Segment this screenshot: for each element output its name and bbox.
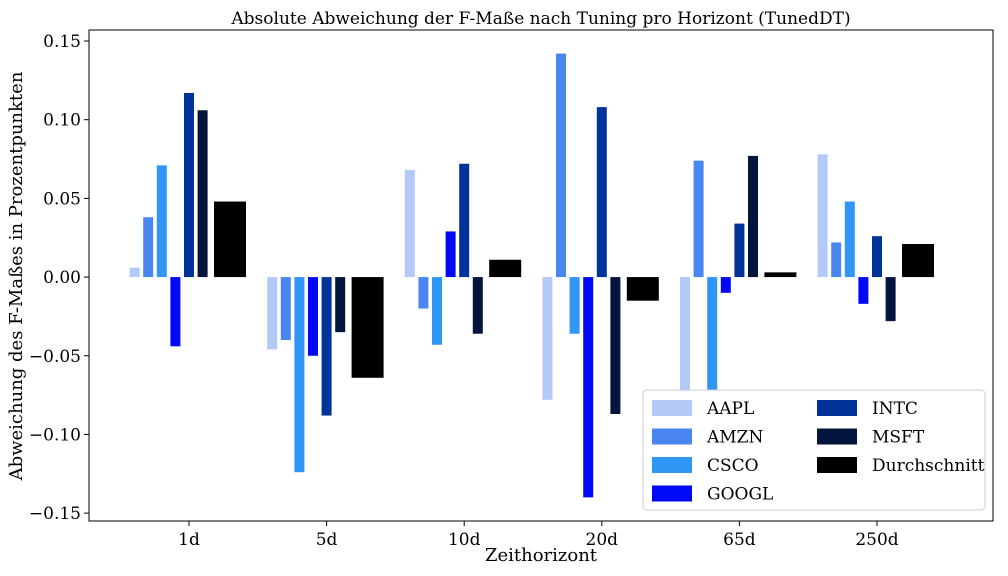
bar-csco-20d bbox=[569, 277, 580, 334]
y-axis-label: Abweichung des F-Maßes in Prozentpunkten bbox=[6, 71, 27, 481]
bar-googl-250d bbox=[858, 277, 869, 304]
legend-swatch-googl bbox=[652, 485, 692, 502]
legend-swatch-aapl bbox=[652, 400, 692, 416]
bar-intc-20d bbox=[596, 107, 607, 278]
bar-csco-65d bbox=[707, 277, 718, 391]
bar-aapl-20d bbox=[542, 277, 553, 400]
x-tick-label-250d: 250d bbox=[855, 530, 898, 550]
bar-durchschnitt-250d bbox=[902, 244, 934, 278]
bar-durchschnitt-65d bbox=[764, 272, 797, 278]
bar-csco-10d bbox=[432, 277, 442, 345]
y-tick-label: −0.10 bbox=[29, 425, 81, 445]
bar-msft-20d bbox=[610, 277, 621, 414]
axes-group: −0.15 −0.10 −0.05 0.00 0.05 0.10 0.15 1d 5d 10d 20… bbox=[29, 29, 994, 550]
bar-csco-250d bbox=[844, 201, 855, 278]
bar-googl-1d bbox=[170, 277, 181, 347]
legend-label-durchschnitt: Durchschnitt bbox=[872, 456, 985, 476]
chart-title: Absolute Abweichung der F-Maße nach Tuni… bbox=[230, 9, 850, 29]
bar-googl-10d bbox=[445, 231, 456, 278]
y-tick-label: 0.15 bbox=[43, 32, 81, 52]
bar-amzn-20d bbox=[556, 53, 566, 278]
bar-googl-20d bbox=[583, 277, 594, 498]
bar-msft-5d bbox=[335, 277, 346, 333]
legend-box bbox=[642, 389, 986, 511]
legend-label-googl: GOOGL bbox=[707, 485, 773, 505]
plot-frame bbox=[88, 29, 994, 522]
bar-msft-1d bbox=[197, 110, 208, 278]
bar-aapl-250d bbox=[817, 154, 828, 278]
bar-aapl-10d bbox=[404, 170, 415, 278]
bar-googl-5d bbox=[308, 277, 318, 356]
legend-swatch-csco bbox=[652, 457, 692, 473]
bar-msft-10d bbox=[472, 277, 483, 334]
bar-durchschnitt-20d bbox=[626, 277, 659, 301]
x-axis-label: Zeithorizont bbox=[485, 545, 598, 566]
bar-amzn-65d bbox=[693, 160, 704, 278]
x-tick-label-10d: 10d bbox=[448, 530, 481, 550]
bar-durchschnitt-5d bbox=[351, 277, 384, 378]
legend-label-aapl: AAPL bbox=[706, 399, 754, 419]
legend-swatch-msft bbox=[817, 428, 857, 445]
legend-swatch-intc bbox=[817, 400, 857, 416]
legend-label-intc: INTC bbox=[872, 399, 918, 419]
legend-label-csco: CSCO bbox=[707, 456, 759, 476]
y-tick-label: −0.05 bbox=[29, 347, 81, 367]
bars-group bbox=[129, 53, 934, 498]
bar-aapl-65d bbox=[680, 277, 690, 392]
y-tick-label: −0.15 bbox=[29, 504, 81, 524]
bar-intc-250d bbox=[872, 236, 882, 278]
bar-msft-65d bbox=[748, 155, 758, 278]
x-tick-label-1d: 1d bbox=[178, 530, 200, 550]
y-tick-label: 0.05 bbox=[43, 189, 81, 209]
bar-amzn-5d bbox=[280, 277, 291, 341]
bar-durchschnitt-10d bbox=[489, 259, 522, 278]
y-tick-label: 0.00 bbox=[43, 268, 81, 288]
bar-amzn-250d bbox=[831, 242, 842, 278]
bar-durchschnitt-1d bbox=[214, 201, 246, 278]
bar-intc-5d bbox=[321, 277, 332, 416]
legend: AAPL AMZN CSCO GOOGL INTC MSFT Durchschnitt bbox=[642, 389, 986, 511]
legend-label-amzn: AMZN bbox=[706, 428, 763, 448]
bar-csco-1d bbox=[156, 165, 167, 278]
x-tick-label-5d: 5d bbox=[316, 530, 338, 550]
x-tick-label-65d: 65d bbox=[723, 530, 756, 550]
legend-swatch-durchschnitt bbox=[817, 457, 857, 473]
bar-intc-10d bbox=[459, 163, 470, 278]
bar-csco-5d bbox=[294, 277, 305, 473]
x-tick-label-20d: 20d bbox=[586, 530, 619, 550]
bar-intc-65d bbox=[734, 223, 745, 278]
bar-intc-1d bbox=[184, 92, 194, 278]
bar-aapl-5d bbox=[267, 277, 278, 350]
y-tick-label: 0.10 bbox=[43, 111, 81, 131]
bar-amzn-1d bbox=[143, 217, 154, 278]
bar-amzn-10d bbox=[418, 277, 429, 309]
legend-label-msft: MSFT bbox=[872, 428, 925, 448]
legend-swatch-amzn bbox=[652, 428, 692, 445]
bar-googl-65d bbox=[720, 277, 731, 293]
bar-msft-250d bbox=[885, 277, 896, 322]
bar-aapl-1d bbox=[129, 267, 140, 278]
